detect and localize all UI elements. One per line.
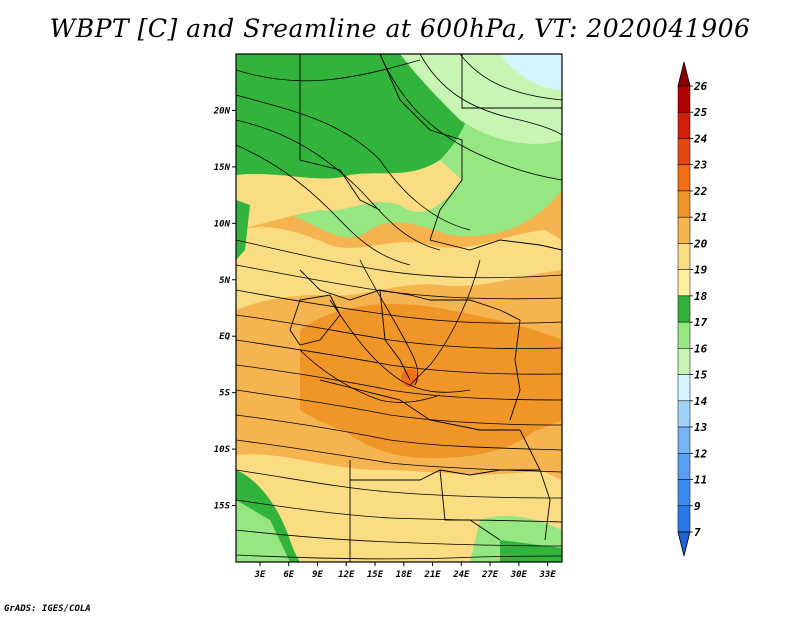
colorbar-label: 16: [694, 342, 708, 355]
colorbar-box: [677, 269, 691, 297]
latitude-axis: 20N 15N 10N 5N EQ 5S 10S 15S: [213, 106, 236, 512]
colorbar-label: 12: [694, 447, 708, 460]
colorbar-box: [677, 243, 691, 270]
lon-tick-label: 12E: [338, 570, 355, 580]
colorbar-bottom-arrow: [677, 531, 691, 557]
lat-tick-label: 10S: [214, 445, 231, 455]
colorbar-label: 14: [694, 395, 708, 408]
colorbar-label: 19: [694, 264, 708, 277]
colorbar-box: [677, 216, 691, 244]
colorbar-label: 17: [694, 316, 708, 329]
lon-tick-label: 21E: [423, 570, 441, 580]
colorbar-box: [677, 190, 691, 218]
colorbar-box: [677, 426, 691, 454]
colorbar-box: [677, 479, 691, 507]
lat-tick-label: 5N: [219, 276, 230, 286]
colorbar: 26 25 24 23 22 21 20 19 18 17 16 15 14 13 12 11 9 7: [677, 61, 708, 557]
lat-tick-label: 15N: [214, 163, 231, 173]
lat-tick-label: 10N: [214, 219, 231, 229]
colorbar-box: [677, 138, 691, 165]
colorbar-label: 23: [693, 159, 708, 172]
lat-tick-label: EQ: [219, 332, 230, 342]
wbpt-shading: [236, 54, 562, 562]
colorbar-box: [677, 295, 691, 323]
lon-tick-label: 3E: [254, 570, 266, 580]
colorbar-label: 13: [694, 421, 708, 434]
colorbar-label: 11: [694, 474, 707, 487]
lon-tick-label: 15E: [367, 570, 384, 580]
colorbar-box: [677, 85, 691, 113]
colorbar-label: 15: [694, 369, 708, 382]
lon-tick-label: 33E: [538, 570, 556, 580]
colorbar-label: 25: [693, 106, 708, 119]
country-borders: [236, 54, 562, 562]
colorbar-top-arrow: [677, 61, 691, 87]
colorbar-label: 26: [693, 80, 708, 93]
map-title: WBPT [C] and Sreamline at 600hPa, VT: 20…: [49, 14, 751, 43]
colorbar-box: [677, 348, 691, 375]
colorbar-label: 22: [693, 185, 708, 198]
lon-tick-label: 30E: [510, 570, 528, 580]
lon-tick-label: 24E: [452, 570, 470, 580]
grads-credit: GrADS: IGES/COLA: [4, 604, 91, 614]
colorbar-box: [677, 374, 691, 402]
longitude-axis: 3E 6E 9E 12E 15E 18E 21E 24E 27E 30E 33E: [254, 562, 556, 580]
colorbar-box: [677, 453, 691, 480]
lat-tick-label: 5S: [219, 389, 230, 399]
colorbar-box: [677, 505, 691, 533]
lon-tick-label: 6E: [283, 570, 294, 580]
colorbar-label: 9: [694, 500, 701, 513]
colorbar-box: [677, 111, 691, 139]
lon-tick-label: 9E: [312, 570, 323, 580]
colorbar-label: 18: [694, 290, 708, 303]
colorbar-label: 24: [693, 132, 708, 145]
colorbar-box: [677, 164, 691, 192]
map-frame: [235, 53, 563, 563]
colorbar-box: [677, 400, 691, 428]
lat-tick-label: 15S: [214, 502, 231, 512]
colorbar-label: 20: [693, 237, 708, 250]
colorbar-label: 7: [694, 526, 701, 539]
colorbar-box: [677, 321, 691, 349]
colorbar-label: 21: [693, 211, 707, 224]
lat-tick-label: 20N: [213, 106, 231, 116]
lon-tick-label: 27E: [481, 570, 499, 580]
lon-tick-label: 18E: [396, 570, 413, 580]
